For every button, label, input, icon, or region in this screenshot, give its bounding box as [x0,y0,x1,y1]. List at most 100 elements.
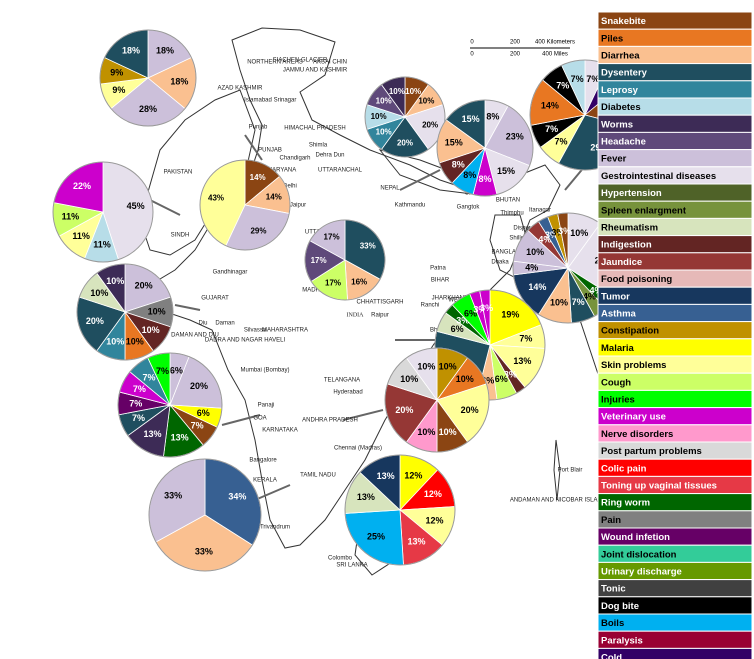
legend-label: Joint dislocation [601,549,677,560]
slice-label: 15% [462,114,480,124]
place-label: Srinagar [274,98,297,104]
place-label: Ranchi [421,303,440,309]
place-label: Patna [430,266,446,272]
slice-label: 10% [439,362,457,372]
slice-label: 8% [452,159,465,169]
legend-label: Snakebite [601,16,646,27]
legend-label: Piles [601,33,623,44]
slice-label: 8% [478,174,491,184]
slice-label: 13% [357,492,375,502]
slice-label: 7% [586,74,599,84]
legend-label: Dog bite [601,601,639,612]
slice-label: 20% [190,381,208,391]
place-label: Dispur [513,226,530,232]
legend-label: Injuries [601,395,635,406]
pie-chart: 18% 18% 28% 9% 9% 18% [99,29,197,127]
place-label: Raipur [371,313,389,319]
slice-label: 9% [112,85,125,95]
place-label: Trivandrum [260,525,290,531]
legend-label: Dysentery [601,68,648,79]
slice-label: 20% [397,139,413,148]
slice-label: 3% [456,315,469,325]
legend-label: Pain [601,515,621,526]
slice-label: 3% [480,303,493,313]
arrow [221,414,261,426]
slice-label: 11% [93,239,111,249]
arrow [174,304,201,311]
pie-chart: 20%10%10%10%10%20%10%10% [76,263,174,361]
place-label: SIACHEN GLACIER [273,58,328,64]
legend-label: Indigestion [601,240,652,251]
slice-label: 45% [127,201,145,211]
andaman-islands [553,439,561,501]
place-label: Hyderabad [333,390,362,396]
slice-label: 43% [208,194,224,203]
place-label: DAMAN AND DIU [171,333,219,339]
legend-label: Constipation [601,326,659,337]
slice-label: 7% [156,366,169,376]
legend-label: Boils [601,618,624,629]
place-label: HIMACHAL PRADESH [284,126,345,132]
place-label: BANGLADESH [491,250,532,256]
pie-outline [99,29,197,127]
pie-chart: 6%20%6%7%13%13%7%7%7%7%7% [117,352,223,458]
place-label: SRI LANKA [336,563,367,569]
slice-label: 6% [170,366,183,376]
legend-label: Ring worm [601,498,650,509]
place-label: PUNJAB [258,148,282,154]
slice-label: 3% [558,226,571,236]
slice-label: 7% [142,372,155,382]
slice-label: 29% [250,227,266,236]
place-label: UTTARANCHAL [318,168,363,174]
pie-outline [52,161,154,263]
place-label: Silvassa [244,328,267,334]
slice-label: 10% [400,374,418,384]
pie-chart: 14% 14% 29% 43% [199,159,291,251]
place-label: Shimla [309,143,328,149]
arrow [342,409,384,421]
place-label: AKSAI CHIN [313,60,347,66]
slice-label: 17% [311,256,327,265]
pie-outline [436,99,534,197]
slice-label: 14% [541,100,559,110]
legend-label: Skin problems [601,360,666,371]
place-label: ANDHRA PRADESH [302,418,358,424]
place-label: GUJARAT [201,296,229,302]
slice-label: 12% [424,489,442,499]
slice-label: 13% [144,429,162,439]
slice-label: 13% [377,471,395,481]
slice-label: 8% [486,112,499,122]
scale-bar: 0 200 400 Kilometers 0 200 400 Miles [470,40,575,58]
slice-label: 7% [545,124,558,134]
slice-label: 3% [551,228,564,238]
slice-label: 10% [550,298,568,308]
place-label: JAMMU AND KASHMIR [283,68,348,74]
scale-label: 200 [510,52,521,58]
slice-label: 20% [461,405,479,415]
pie-outline [199,159,291,251]
place-label: ANDAMAN AND NICOBAR ISLANDS [510,498,610,504]
slice-label: 10% [90,288,108,298]
slice-label: 4% [525,262,538,272]
pie-chart: 10% 10% 20% 10% 10% 20% 10% 10% [384,347,490,453]
place-label: PAKISTAN [164,170,193,176]
place-label: Daman [215,321,234,327]
legend-label: Rheumatism [601,223,658,234]
place-label: TELANGANA [324,378,360,384]
slice-label: 6% [197,408,210,418]
place-label: Dhaka [491,260,509,266]
place-label: INDIA [347,312,365,318]
place-label: KARNATAKA [262,428,297,434]
slice-label: 7% [556,81,569,91]
slice-label: 10% [418,97,434,106]
legend-label: Post partum problems [601,446,702,457]
legend-label: Colic pain [601,463,647,474]
slice-label: 10% [142,325,160,335]
place-label: Chennai (Madras) [334,446,382,452]
slice-label: 20% [135,281,153,291]
slice-label: 6% [495,374,508,384]
place-label: JHARKHAND [432,296,469,302]
place-label: Shillong [509,236,530,242]
arrow [149,199,181,216]
